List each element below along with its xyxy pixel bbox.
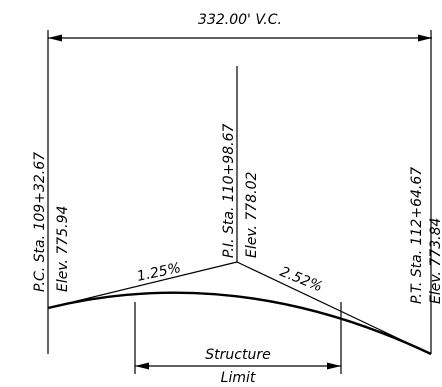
pt-elevation-label: Elev. 773.84 bbox=[428, 218, 442, 304]
vc-dimension-left-arrow bbox=[48, 34, 62, 42]
limit-label: Limit bbox=[221, 370, 256, 386]
pt-station-label: P.T. Sta. 112+64.67 bbox=[409, 167, 425, 304]
structure-left-arrow bbox=[135, 362, 149, 370]
pc-elevation-label: Elev. 775.94 bbox=[55, 206, 71, 292]
vc-dimension-right-arrow bbox=[418, 34, 432, 42]
pi-elevation-label: Elev. 778.02 bbox=[244, 172, 260, 258]
pi-station-label: P.I. Sta. 110+98.67 bbox=[221, 124, 237, 258]
outgoing-grade-label: 2.52% bbox=[278, 264, 325, 295]
pc-station-label: P.C. Sta. 109+32.67 bbox=[32, 152, 48, 292]
vertical-curve bbox=[47, 291, 432, 356]
vc-length-label: 332.00' V.C. bbox=[198, 12, 282, 28]
structure-label: Structure bbox=[205, 347, 270, 363]
structure-right-arrow bbox=[327, 362, 341, 370]
